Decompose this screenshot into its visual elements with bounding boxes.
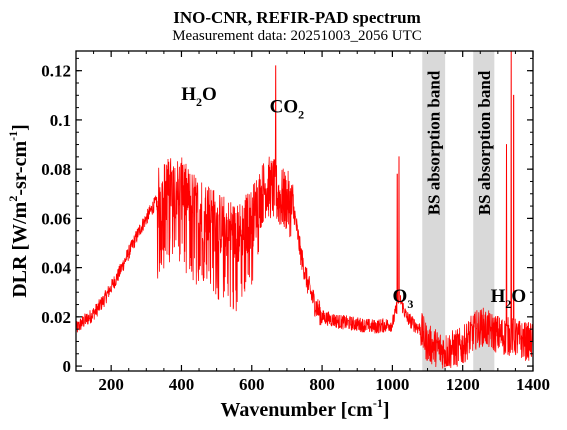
chart-title: INO-CNR, REFIR-PAD spectrum	[173, 8, 421, 27]
band-label: BS absorption band	[425, 70, 444, 215]
y-tick-label: 0.02	[41, 308, 71, 327]
molecule-subscript: 2	[196, 95, 202, 109]
chart-subtitle: Measurement data: 20251003_2056 UTC	[172, 28, 422, 44]
y-tick-label: 0.04	[41, 259, 71, 278]
molecule-text: O	[202, 84, 217, 105]
x-axis-label: Wavenumber [cm-1]	[220, 396, 389, 421]
x-tick-label: 200	[98, 375, 124, 394]
molecule-subscript: 3	[407, 297, 413, 311]
y-tick-label: 0.08	[41, 160, 71, 179]
absorption-band	[473, 51, 495, 371]
series-layer	[76, 51, 533, 369]
x-tick-label: 1400	[516, 375, 550, 394]
molecule-label: CO2	[270, 97, 305, 122]
x-tick-label: 1000	[375, 375, 409, 394]
y-axis-label: DLR [W/m2-sr-cm-1]	[6, 124, 31, 298]
molecule-text: H	[181, 84, 196, 105]
series-line	[76, 51, 533, 369]
molecule-text: CO	[270, 97, 299, 118]
molecule-text: O	[511, 286, 526, 307]
y-tick-label: 0	[63, 357, 72, 376]
molecule-subscript: 2	[505, 297, 511, 311]
y-tick-label: 0.06	[41, 209, 71, 228]
y-tick-label: 0.1	[50, 111, 71, 130]
plot-frame	[75, 50, 534, 372]
molecule-label: H2O	[491, 286, 527, 311]
molecule-label: O3	[393, 286, 414, 311]
x-tick-label: 600	[239, 375, 265, 394]
y-tick-label: 0.12	[41, 62, 71, 81]
molecule-label: H2O	[181, 84, 217, 109]
x-tick-label: 400	[169, 375, 195, 394]
molecule-text: H	[491, 286, 506, 307]
molecule-subscript: 2	[298, 108, 304, 122]
band-label: BS absorption band	[475, 70, 494, 215]
x-tick-label: 1200	[446, 375, 480, 394]
axis-ticks: 200 400 600 800 1000 1200 1400 0 0.02 0.04 0.06 0.0…	[41, 51, 550, 394]
x-tick-label: 800	[309, 375, 335, 394]
absorption-band	[422, 51, 446, 371]
molecule-text: O	[393, 286, 408, 307]
absorption-bands: BS absorption band BS absorption band	[422, 51, 495, 371]
